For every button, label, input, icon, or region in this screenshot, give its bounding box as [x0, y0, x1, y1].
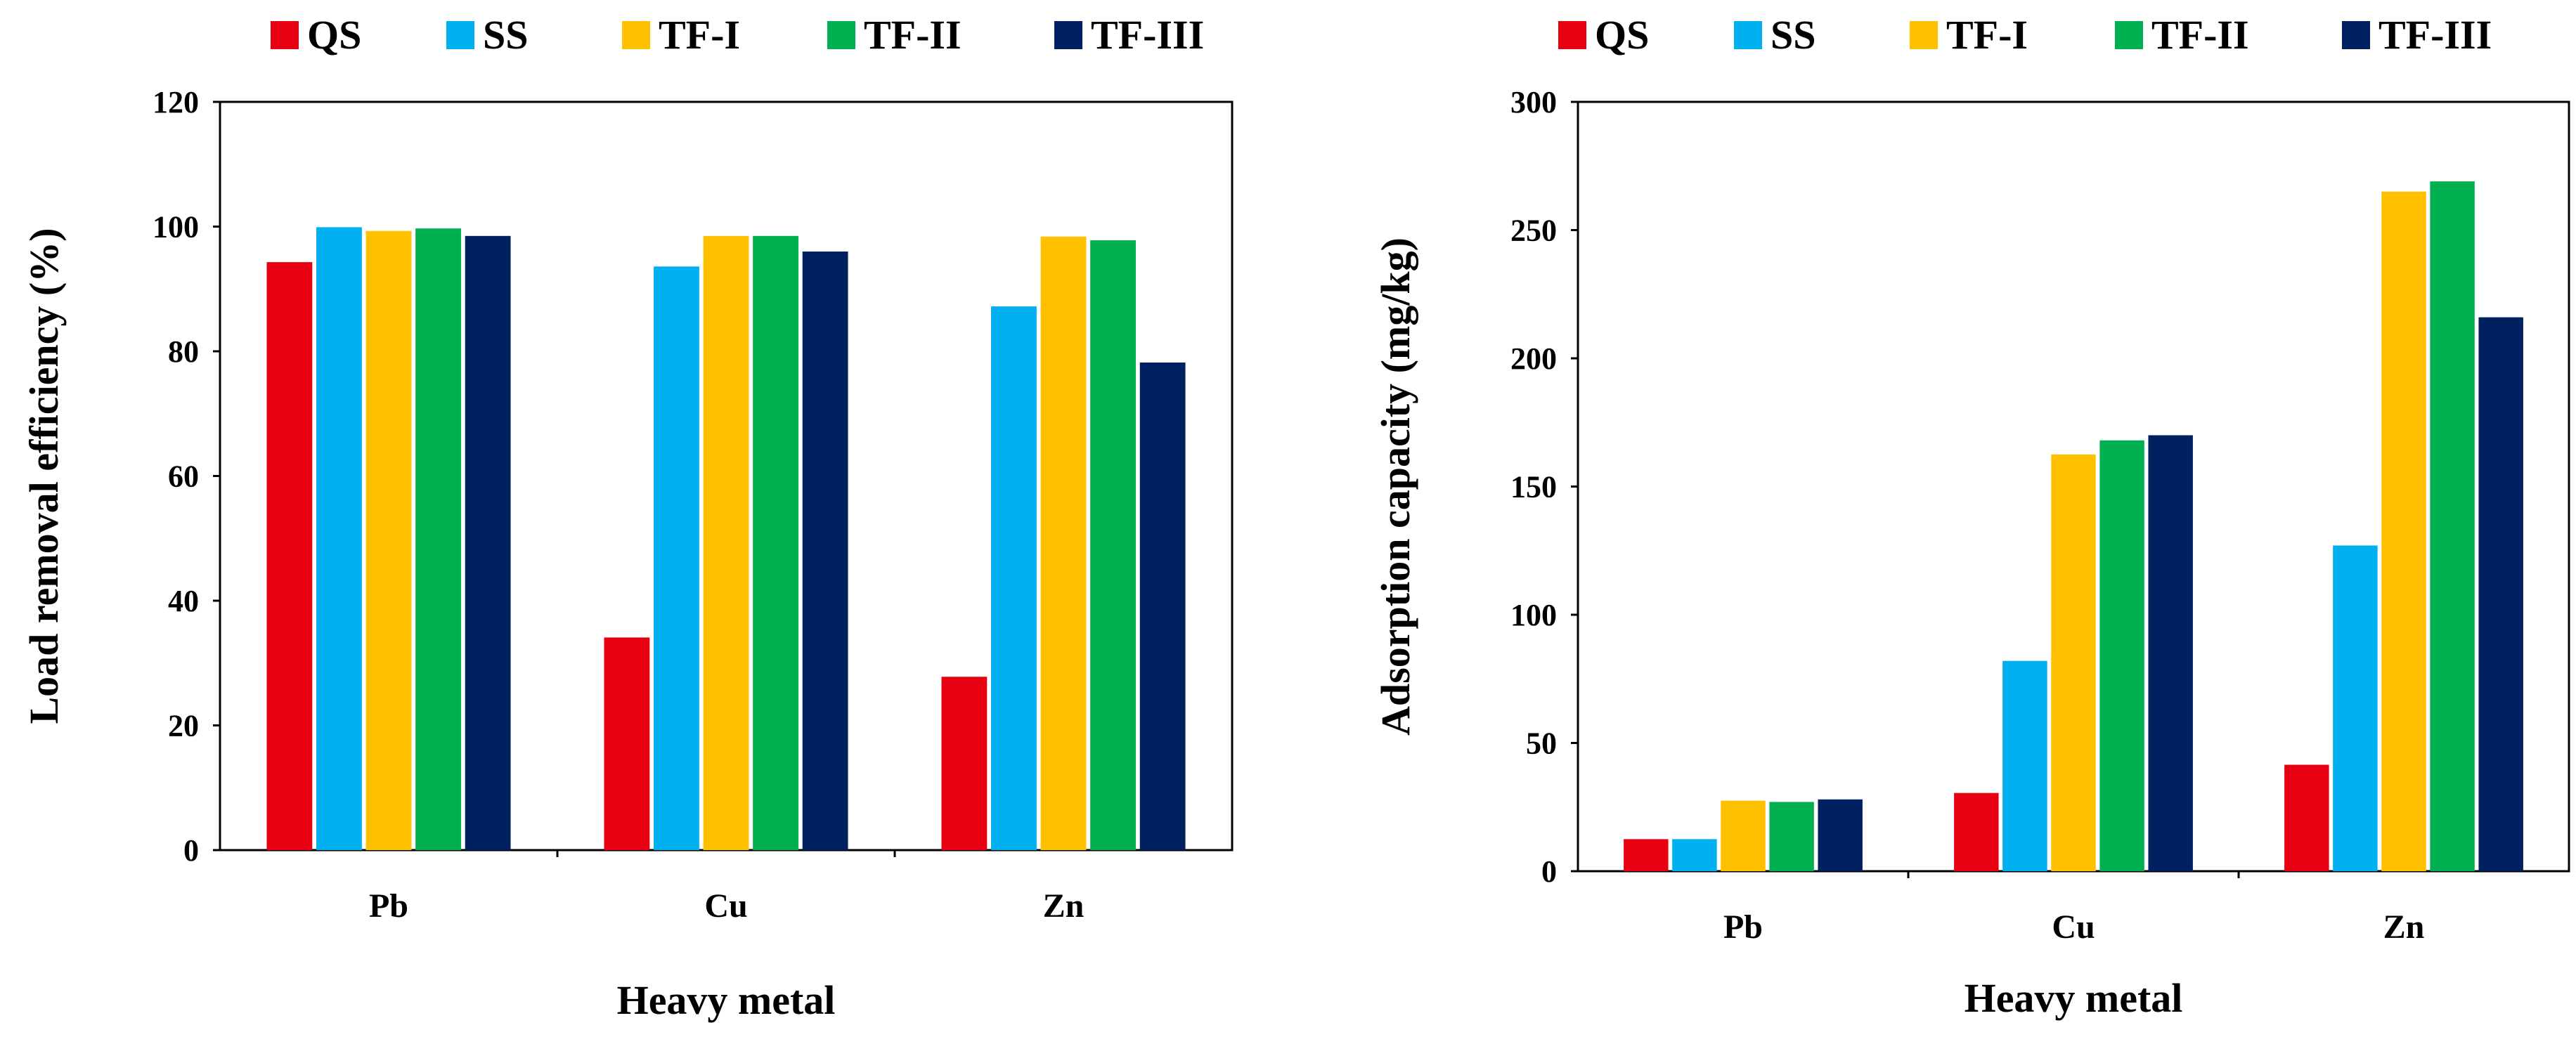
- y-tick-label: 20: [168, 709, 199, 743]
- x-axis-title: Heavy metal: [617, 977, 836, 1023]
- bar-tf-i-pb: [1721, 800, 1766, 871]
- bar-qs-cu: [604, 637, 650, 850]
- bar-ss-cu: [2002, 660, 2047, 871]
- removal-efficiency-chart: QS SS TF-I TF-II TF-III 0 20 40 60 80 100 120 Pb Cu Zn…: [21, 12, 1234, 1023]
- x-category-label-cu: Cu: [704, 887, 747, 925]
- bar-ss-pb: [316, 227, 362, 850]
- bar-tf-iii-zn: [1139, 362, 1186, 850]
- bar-tf-ii-pb: [415, 228, 461, 851]
- y-tick-label: 250: [1510, 214, 1557, 248]
- bar-tf-iii-pb: [465, 235, 511, 850]
- x-category-label-pb: Pb: [369, 887, 408, 925]
- legend-swatch-tf-iii: [2342, 21, 2370, 49]
- bar-qs-pb: [1624, 839, 1669, 871]
- legend-label-tf-i: TF-I: [1946, 12, 2028, 58]
- legend-swatch-tf-iii: [1054, 21, 1082, 49]
- legend-swatch-tf-i: [622, 21, 650, 49]
- legend-label-tf-iii: TF-III: [2378, 12, 2492, 58]
- y-axis-title: Load removal efficiency (%): [21, 228, 67, 724]
- y-tick-label: 100: [1510, 598, 1557, 632]
- x-category-label-cu: Cu: [2052, 908, 2095, 946]
- bar-tf-ii-zn: [2430, 181, 2475, 871]
- bar-tf-iii-cu: [802, 252, 848, 850]
- bar-qs-pb: [266, 262, 313, 850]
- legend-swatch-tf-ii: [2115, 21, 2143, 49]
- y-axis-title: Adsorption capacity (mg/kg): [1373, 237, 1418, 736]
- legend-swatch-ss: [1734, 21, 1762, 49]
- bars: [266, 227, 1186, 851]
- y-axis: 0 50 100 150 200 250 300: [1510, 85, 1578, 889]
- x-axis-title: Heavy metal: [1965, 975, 2183, 1021]
- legend-label-tf-ii: TF-II: [864, 12, 962, 58]
- legend-swatch-tf-ii: [827, 21, 855, 49]
- bars: [1624, 181, 2523, 872]
- legend: QS SS TF-I TF-II TF-III: [1558, 12, 2492, 58]
- legend-swatch-tf-i: [1910, 21, 1938, 49]
- y-tick-label: 100: [153, 210, 199, 244]
- y-tick-label: 40: [168, 584, 199, 618]
- legend-label-tf-iii: TF-III: [1091, 12, 1204, 58]
- bar-qs-zn: [2284, 764, 2329, 871]
- legend-label-ss: SS: [1771, 12, 1816, 58]
- legend: QS SS TF-I TF-II TF-III: [271, 12, 1204, 58]
- bar-tf-ii-zn: [1090, 240, 1136, 850]
- y-tick-label: 50: [1526, 726, 1557, 761]
- legend-label-qs: QS: [307, 12, 361, 58]
- bar-tf-i-cu: [2051, 454, 2096, 871]
- y-tick-label: 80: [168, 334, 199, 369]
- bar-qs-cu: [1954, 793, 1999, 871]
- y-tick-label: 150: [1510, 470, 1557, 504]
- bar-ss-cu: [654, 266, 699, 850]
- y-tick-label: 300: [1510, 85, 1557, 119]
- y-tick-label: 0: [1541, 854, 1557, 889]
- y-tick-label: 120: [153, 85, 199, 119]
- y-tick-label: 0: [183, 833, 199, 868]
- legend-swatch-ss: [446, 21, 474, 49]
- bar-tf-ii-cu: [2099, 440, 2144, 871]
- y-tick-label: 60: [168, 459, 199, 494]
- legend-label-qs: QS: [1595, 12, 1649, 58]
- bar-tf-iii-pb: [1818, 799, 1863, 871]
- x-category-label-zn: Zn: [2383, 908, 2425, 946]
- y-tick-label: 200: [1510, 341, 1557, 376]
- adsorption-capacity-chart: QS SS TF-I TF-II TF-III 0 50 100 150 200 250 300 Pb C…: [1373, 12, 2570, 1021]
- legend-swatch-qs: [271, 21, 299, 49]
- bar-tf-i-cu: [703, 235, 749, 850]
- x-category-label-zn: Zn: [1043, 887, 1085, 925]
- bar-tf-iii-zn: [2478, 317, 2523, 872]
- bar-ss-pb: [1672, 839, 1717, 871]
- bar-ss-zn: [2333, 545, 2378, 871]
- bar-tf-iii-cu: [2148, 435, 2193, 871]
- legend-label-ss: SS: [483, 12, 529, 58]
- bar-tf-ii-cu: [753, 235, 798, 850]
- bar-tf-i-pb: [365, 230, 412, 850]
- legend-swatch-qs: [1558, 21, 1586, 49]
- bar-tf-ii-pb: [1769, 802, 1814, 871]
- x-category-label-pb: Pb: [1723, 908, 1763, 946]
- bar-tf-i-zn: [1040, 236, 1087, 850]
- legend-label-tf-ii: TF-II: [2151, 12, 2249, 58]
- y-axis: 0 20 40 60 80 100 120: [153, 85, 220, 868]
- bar-qs-zn: [941, 677, 988, 850]
- bar-ss-zn: [991, 306, 1037, 851]
- bar-tf-i-zn: [2381, 191, 2426, 871]
- legend-label-tf-i: TF-I: [659, 12, 740, 58]
